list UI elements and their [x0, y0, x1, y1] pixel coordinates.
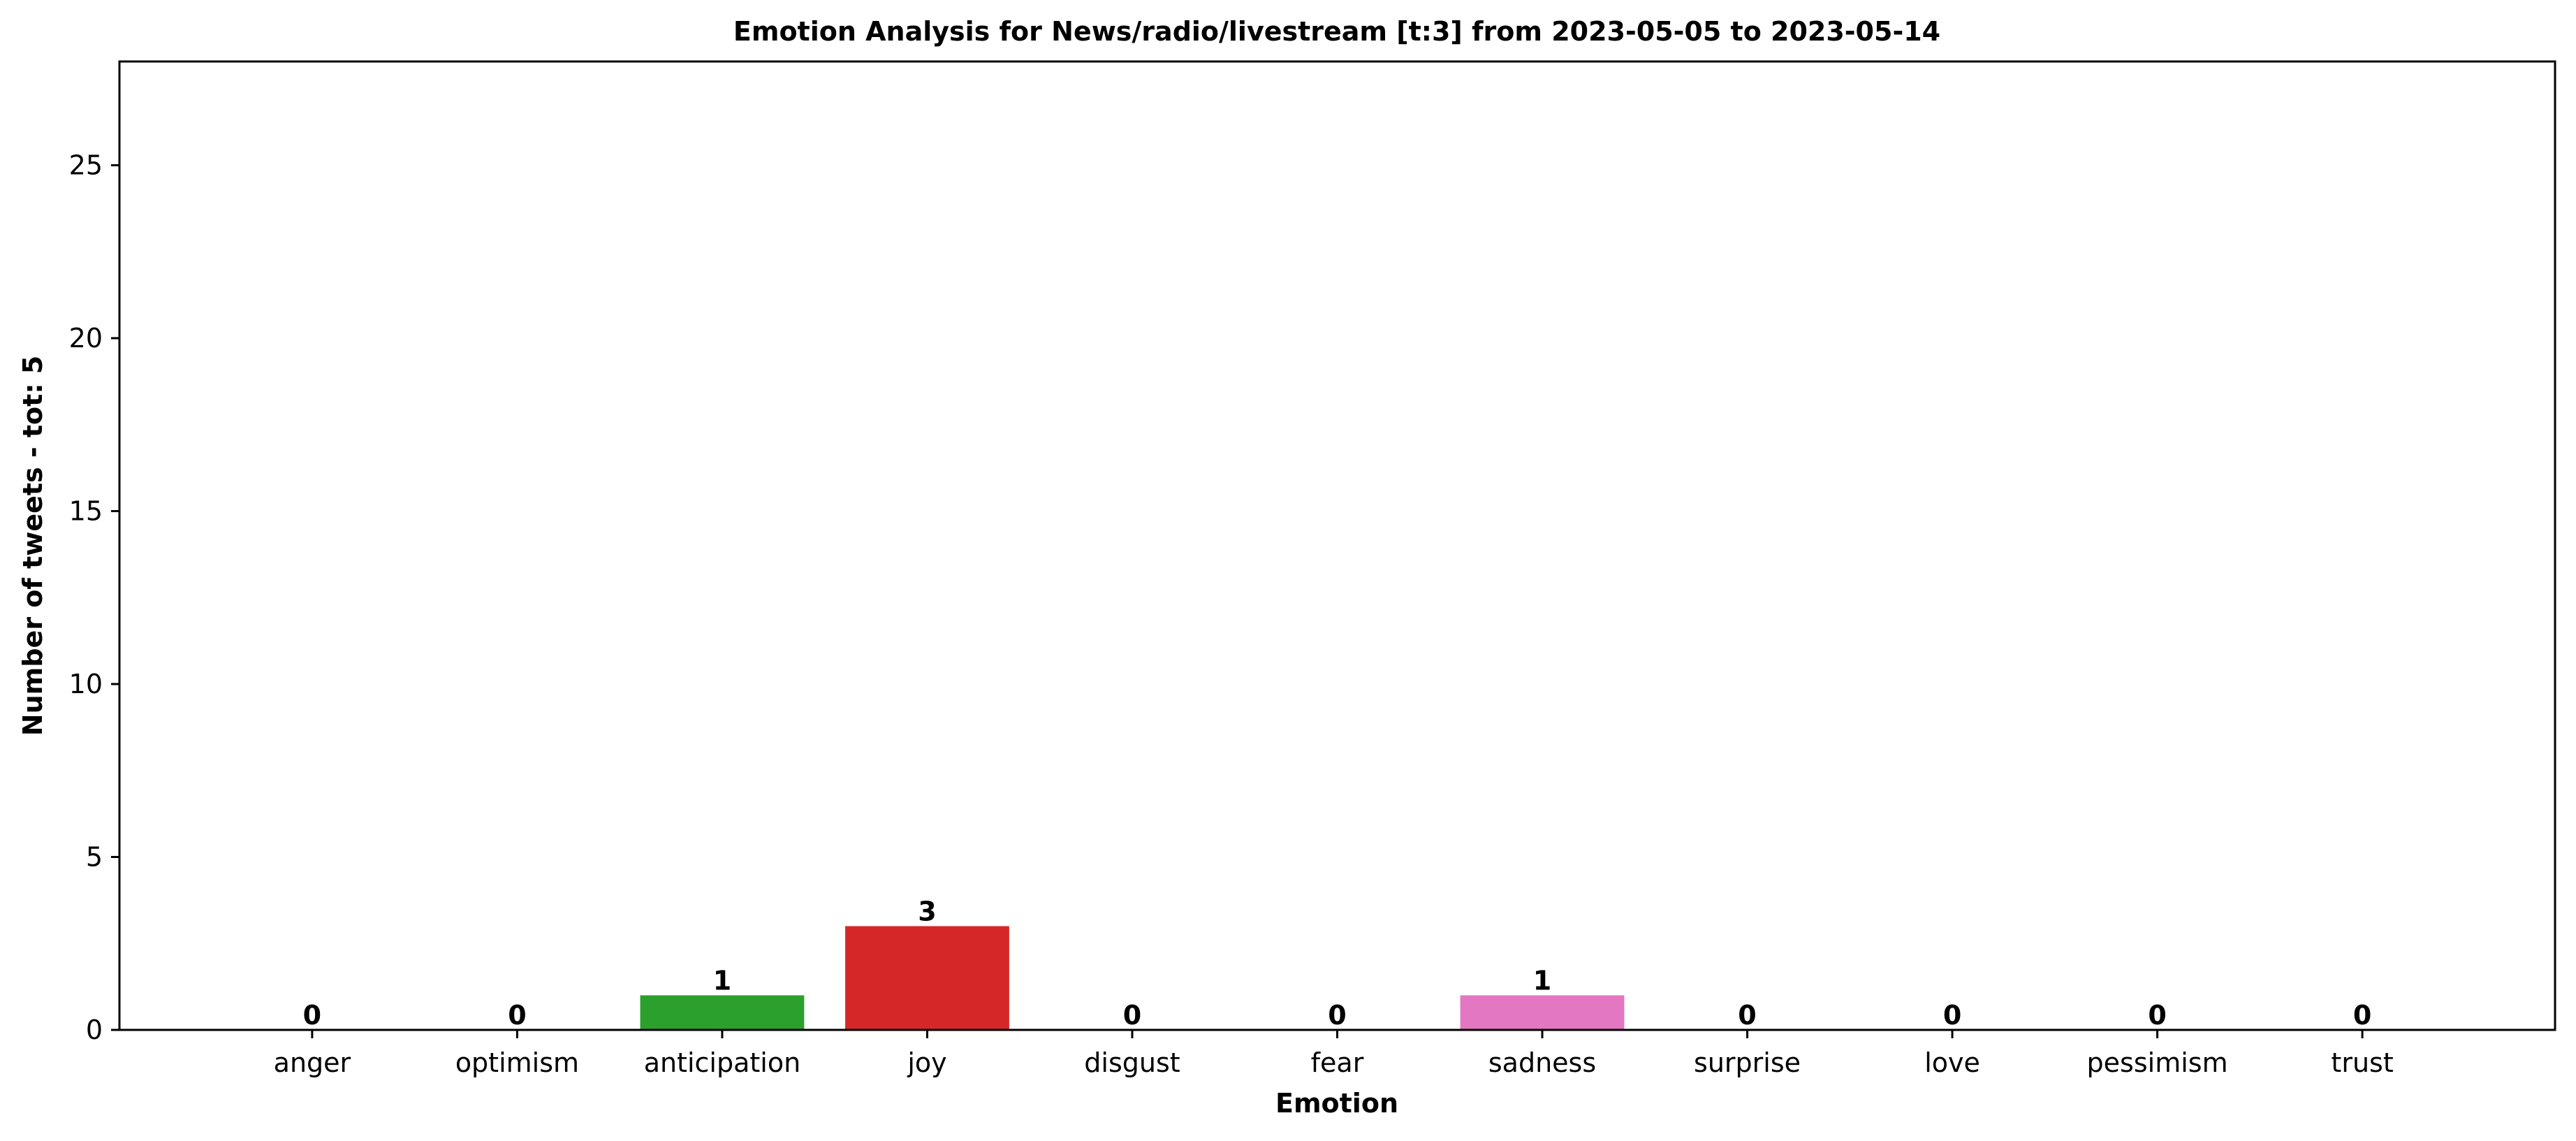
data-labels-layer: 0 0 1 3 0 0 1 0 0 0 0	[303, 896, 2372, 1031]
data-label-fear: 0	[1328, 1000, 1346, 1031]
data-label-pessimism: 0	[2148, 1000, 2166, 1031]
y-axis: 0 5 10 15 20 25	[69, 150, 119, 1045]
x-axis: anger optimism anticipation joy disgust fear s…	[274, 1030, 2394, 1078]
y-tick-label-15: 15	[69, 496, 103, 527]
x-axis-label: Emotion	[1275, 1088, 1398, 1119]
data-label-sadness: 1	[1533, 966, 1551, 996]
y-tick-label-10: 10	[69, 669, 103, 699]
data-label-optimism: 0	[508, 1000, 526, 1031]
x-tick-label-sadness: sadness	[1488, 1047, 1596, 1078]
data-label-trust: 0	[2353, 1000, 2371, 1031]
x-tick-label-surprise: surprise	[1694, 1047, 1801, 1078]
data-label-anger: 0	[303, 1000, 321, 1031]
x-tick-label-optimism: optimism	[455, 1047, 579, 1078]
y-tick-label-20: 20	[69, 323, 103, 354]
data-label-disgust: 0	[1123, 1000, 1141, 1031]
y-tick-label-0: 0	[86, 1015, 103, 1045]
x-tick-label-trust: trust	[2331, 1047, 2393, 1078]
x-tick-label-joy: joy	[907, 1047, 946, 1078]
y-axis-label: Number of tweets - tot: 5	[17, 356, 48, 736]
x-tick-label-pessimism: pessimism	[2087, 1047, 2228, 1078]
y-tick-label-5: 5	[86, 842, 103, 873]
bar-anticipation	[640, 995, 805, 1030]
x-tick-label-disgust: disgust	[1084, 1047, 1180, 1078]
x-tick-label-fear: fear	[1311, 1047, 1364, 1078]
bar-joy	[845, 926, 1009, 1030]
data-label-love: 0	[1943, 1000, 1961, 1031]
data-label-joy: 3	[918, 896, 936, 927]
bar-sadness	[1460, 995, 1625, 1030]
x-tick-label-anger: anger	[274, 1047, 351, 1078]
data-label-anticipation: 1	[713, 966, 731, 996]
chart-title: Emotion Analysis for News/radio/livestre…	[733, 16, 1940, 47]
y-tick-label-25: 25	[69, 150, 103, 181]
plot-frame	[118, 60, 2556, 1031]
data-label-surprise: 0	[1738, 1000, 1756, 1031]
x-tick-label-love: love	[1924, 1047, 1980, 1078]
bars-layer	[640, 926, 1625, 1030]
x-tick-label-anticipation: anticipation	[644, 1047, 800, 1078]
